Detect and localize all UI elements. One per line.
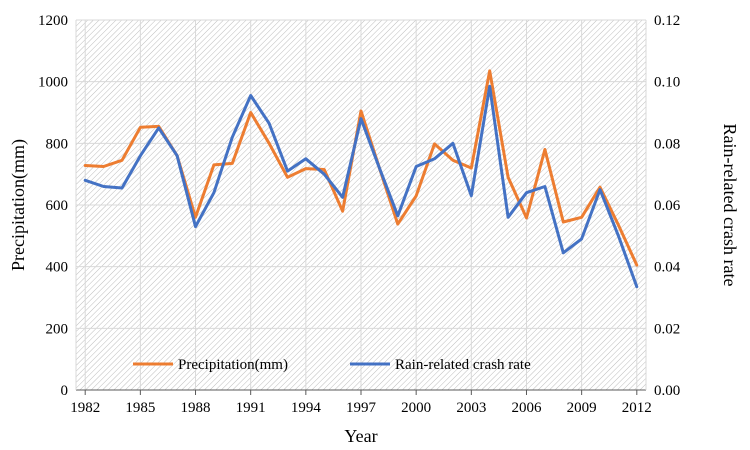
y-right-tick-label: 0.10 bbox=[654, 75, 680, 91]
x-axis-title: Year bbox=[344, 426, 377, 446]
y-left-tick-label: 1000 bbox=[38, 75, 68, 91]
x-tick-label: 1991 bbox=[236, 400, 266, 416]
x-tick-label: 2009 bbox=[567, 400, 597, 416]
legend-label: Rain-related crash rate bbox=[395, 357, 531, 373]
axes: 0 200 400 600 800 1000 1200 0.00 0.02 0.04 0.06 0.0… bbox=[38, 13, 681, 416]
x-tick-label: 1994 bbox=[291, 400, 322, 416]
y-right-tick-label: 0.02 bbox=[654, 321, 680, 337]
y-left-tick-label: 200 bbox=[46, 321, 69, 337]
y-axis-right-title: Rain-related crash rate bbox=[720, 124, 740, 287]
y-left-tick-label: 800 bbox=[46, 136, 69, 152]
y-right-tick-label: 0.12 bbox=[654, 13, 680, 29]
y-right-tick-label: 0.08 bbox=[654, 136, 680, 152]
x-tick-label: 2006 bbox=[511, 400, 542, 416]
series-line-crash-rate bbox=[83, 84, 639, 289]
x-tick-label: 2003 bbox=[456, 400, 486, 416]
x-tick-label: 1997 bbox=[346, 400, 377, 416]
y-left-tick-label: 600 bbox=[46, 198, 69, 214]
x-tick-label: 1982 bbox=[70, 400, 100, 416]
x-tick-label: 1988 bbox=[181, 400, 211, 416]
y-axis-left-title: Precipitation(mm) bbox=[8, 139, 29, 271]
y-left-tick-label: 400 bbox=[46, 260, 69, 276]
y-right-tick-label: 0.00 bbox=[654, 383, 680, 399]
y-left-tick-label: 1200 bbox=[38, 13, 68, 29]
legend: Precipitation(mm) Rain-related crash rate bbox=[133, 357, 531, 373]
y-right-tick-label: 0.06 bbox=[654, 198, 681, 214]
legend-label: Precipitation(mm) bbox=[178, 357, 288, 373]
series-lines bbox=[83, 69, 639, 289]
x-tick-label: 2000 bbox=[401, 400, 431, 416]
x-tick-label: 1985 bbox=[125, 400, 155, 416]
y-left-tick-label: 0 bbox=[61, 383, 69, 399]
gridlines bbox=[76, 19, 646, 391]
x-tick-label: 2012 bbox=[622, 400, 652, 416]
y-right-tick-label: 0.04 bbox=[654, 260, 681, 276]
